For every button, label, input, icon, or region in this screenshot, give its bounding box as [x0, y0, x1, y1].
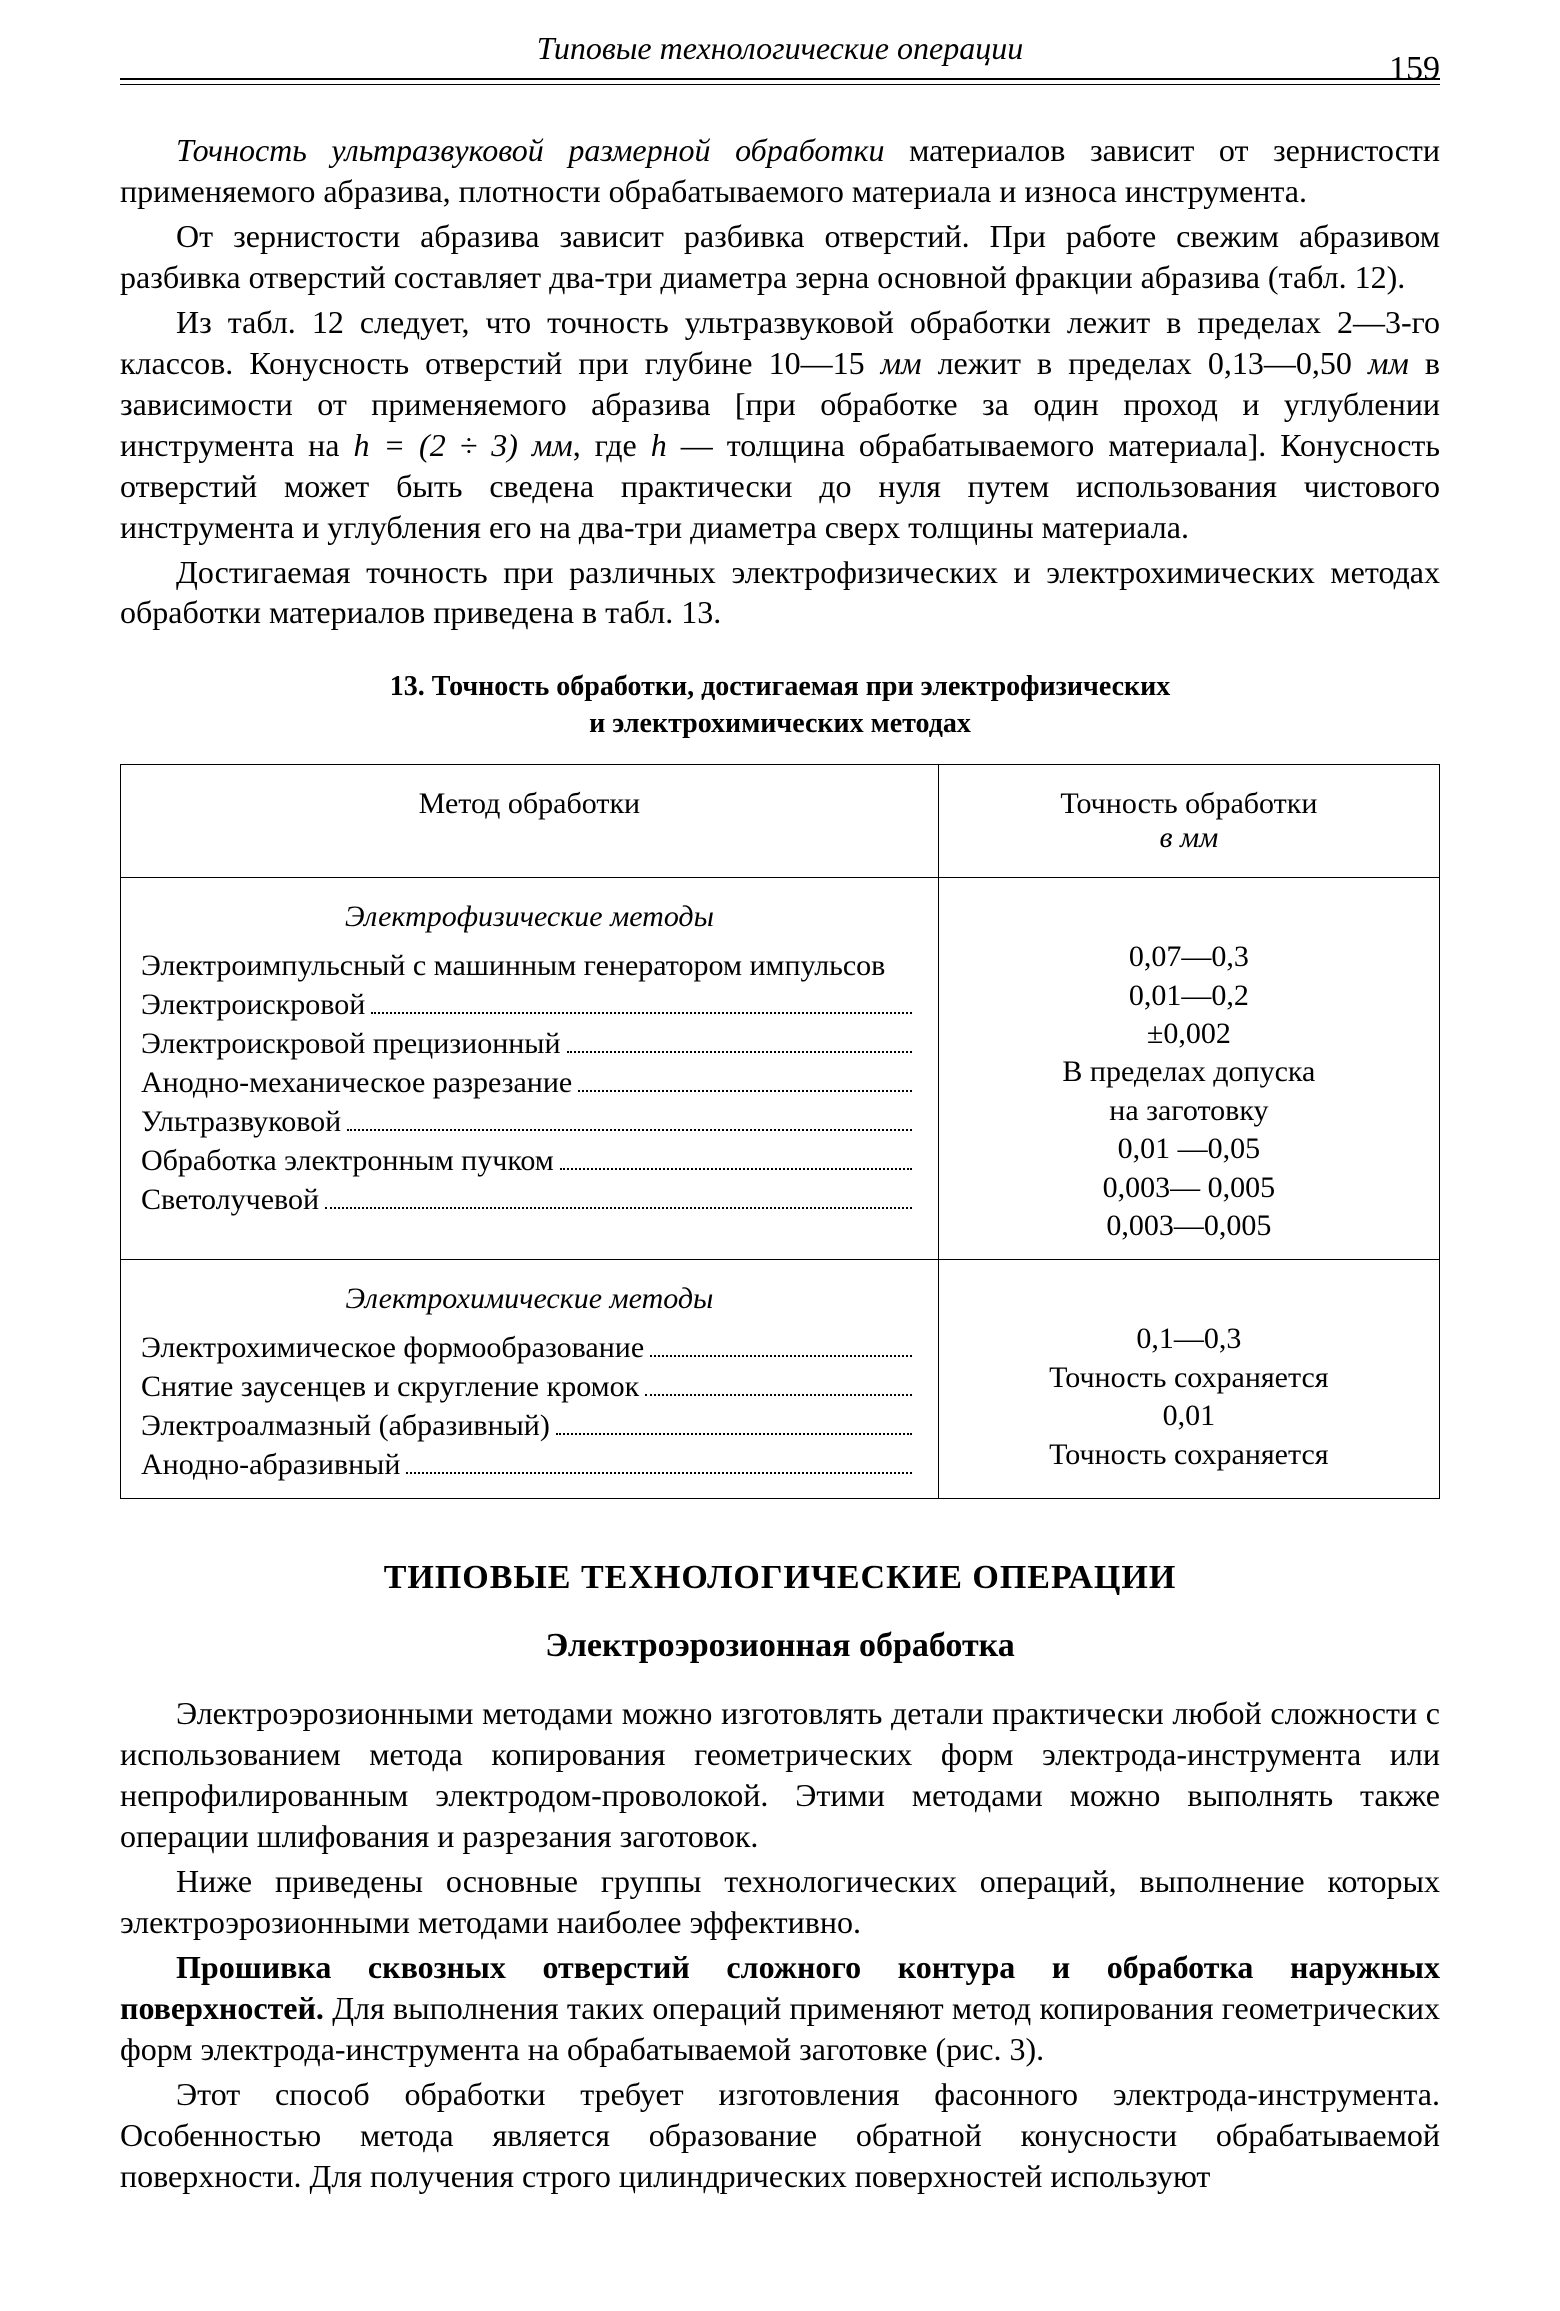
method-row: Ультразвуковой — [141, 1102, 918, 1141]
header-rule — [120, 78, 1440, 85]
method-label: Электроимпульсный с машинным генератором… — [141, 946, 885, 985]
method-label: Электроискровой — [141, 985, 365, 1024]
leader-dots — [406, 1451, 911, 1474]
acc-value: 0,01 — [959, 1397, 1419, 1435]
method-label: Ультразвуковой — [141, 1102, 341, 1141]
method-row: Электроалмазный (абразивный) — [141, 1406, 918, 1445]
method-label: Электроалмазный (абразивный) — [141, 1406, 550, 1445]
leader-dots — [578, 1069, 912, 1092]
paragraph-2: От зернистости абразива зависит разбивка… — [120, 216, 1440, 298]
acc-value: 0,003— 0,005 — [959, 1169, 1419, 1207]
accuracy-table: Метод обработки Точность обработки в мм … — [120, 764, 1440, 1499]
method-label: Светолучевой — [141, 1180, 319, 1219]
th-method: Метод обработки — [121, 765, 939, 878]
leader-dots — [325, 1186, 912, 1209]
acc-value: Точность сохраняется — [959, 1436, 1419, 1474]
table-row-section-2: Электрохимические методы Электрохимическ… — [121, 1260, 1440, 1499]
body-text-block-1: Точность ультразвуковой размерной обрабо… — [120, 130, 1440, 633]
p3-mm1: мм — [881, 345, 922, 381]
cell-acc-1: 0,07—0,3 0,01—0,2 ±0,002 В пределах допу… — [938, 878, 1439, 1260]
cell-methods-1: Электрофизические методы Электроимпульсн… — [121, 878, 939, 1260]
leader-dots — [560, 1147, 912, 1170]
acc-value: на заготовку — [959, 1092, 1419, 1130]
method-row: Электроимпульсный с машинным генератором… — [141, 946, 918, 985]
method-row: Электроискровой прецизионный — [141, 1024, 918, 1063]
acc-value: 0,003—0,005 — [959, 1207, 1419, 1245]
acc-value: 0,01 —0,05 — [959, 1130, 1419, 1168]
acc-value: Точность сохраняется — [959, 1359, 1419, 1397]
cell-acc-2: 0,1—0,3 Точность сохраняется 0,01 Точнос… — [938, 1260, 1439, 1499]
running-head: Типовые технологические операции — [0, 30, 1560, 67]
acc-value: 0,01—0,2 — [959, 977, 1419, 1015]
th-acc-l2: в мм — [1159, 821, 1218, 854]
section-title: ТИПОВЫЕ ТЕХНОЛОГИЧЕСКИЕ ОПЕРАЦИИ — [120, 1559, 1440, 1597]
acc-value: 0,07—0,3 — [959, 938, 1419, 976]
paragraph-3: Из табл. 12 следует, что точность ультра… — [120, 302, 1440, 548]
method-row: Обработка электронным пучком — [141, 1141, 918, 1180]
table-caption-l2: и электрохимических методах — [589, 708, 971, 739]
method-label: Электрохимическое формообразование — [141, 1328, 644, 1367]
leader-dots — [347, 1108, 912, 1131]
acc-value: ±0,002 — [959, 1015, 1419, 1053]
section2-title: Электрохимические методы — [141, 1282, 918, 1316]
cell-methods-2: Электрохимические методы Электрохимическ… — [121, 1260, 939, 1499]
method-row: Снятие заусенцев и скругление кромок — [141, 1367, 918, 1406]
table-row-section-1: Электрофизические методы Электроимпульсн… — [121, 878, 1440, 1260]
method-row: Анодно-абразивный — [141, 1445, 918, 1484]
p3-h: h — [651, 427, 667, 463]
leader-dots — [645, 1373, 912, 1396]
section-subtitle: Электроэрозионная обработка — [120, 1627, 1440, 1665]
paragraph-4: Достигаемая точность при различных элект… — [120, 552, 1440, 634]
table-caption-l1: 13. Точность обработки, достигаемая при … — [390, 671, 1171, 702]
method-row: Анодно-механическое разрезание — [141, 1063, 918, 1102]
method-row: Светолучевой — [141, 1180, 918, 1219]
p1-lead: Точность ультразвуковой размерной обрабо… — [176, 132, 885, 168]
method-label: Обработка электронным пучком — [141, 1141, 554, 1180]
table-caption: 13. Точность обработки, достигаемая при … — [120, 669, 1440, 742]
paragraph-6: Ниже приведены основные группы технологи… — [120, 1861, 1440, 1943]
method-label: Снятие заусенцев и скругление кромок — [141, 1367, 639, 1406]
page: Типовые технологические операции 159 Точ… — [0, 0, 1560, 2311]
paragraph-7: Прошивка сквозных отверстий сложного кон… — [120, 1947, 1440, 2070]
th-accuracy: Точность обработки в мм — [938, 765, 1439, 878]
th-acc-l1: Точность обработки — [1060, 787, 1317, 820]
paragraph-1: Точность ультразвуковой размерной обрабо… — [120, 130, 1440, 212]
leader-dots — [650, 1334, 912, 1357]
acc-value: 0,1—0,3 — [959, 1320, 1419, 1358]
acc-value: В пределах допуска — [959, 1053, 1419, 1091]
paragraph-5: Электроэрозионными методами можно изгото… — [120, 1693, 1440, 1857]
method-row: Электроискровой — [141, 985, 918, 1024]
paragraph-8: Этот способ обработки требует изготовлен… — [120, 2074, 1440, 2197]
method-row: Электрохимическое формообразование — [141, 1328, 918, 1367]
p3-formula: h = (2 ÷ 3) мм — [353, 427, 572, 463]
method-label: Электроискровой прецизионный — [141, 1024, 561, 1063]
table-header-row: Метод обработки Точность обработки в мм — [121, 765, 1440, 878]
method-label: Анодно-абразивный — [141, 1445, 400, 1484]
p3-mm2: мм — [1368, 345, 1409, 381]
method-label: Анодно-механическое разрезание — [141, 1063, 572, 1102]
section1-title: Электрофизические методы — [141, 900, 918, 934]
leader-dots — [567, 1030, 912, 1053]
leader-dots — [371, 991, 911, 1014]
leader-dots — [556, 1412, 912, 1435]
p3d: , где — [573, 427, 651, 463]
body-text-block-2: Электроэрозионными методами можно изгото… — [120, 1693, 1440, 2196]
p3b: лежит в пределах 0,13—0,50 — [922, 345, 1368, 381]
